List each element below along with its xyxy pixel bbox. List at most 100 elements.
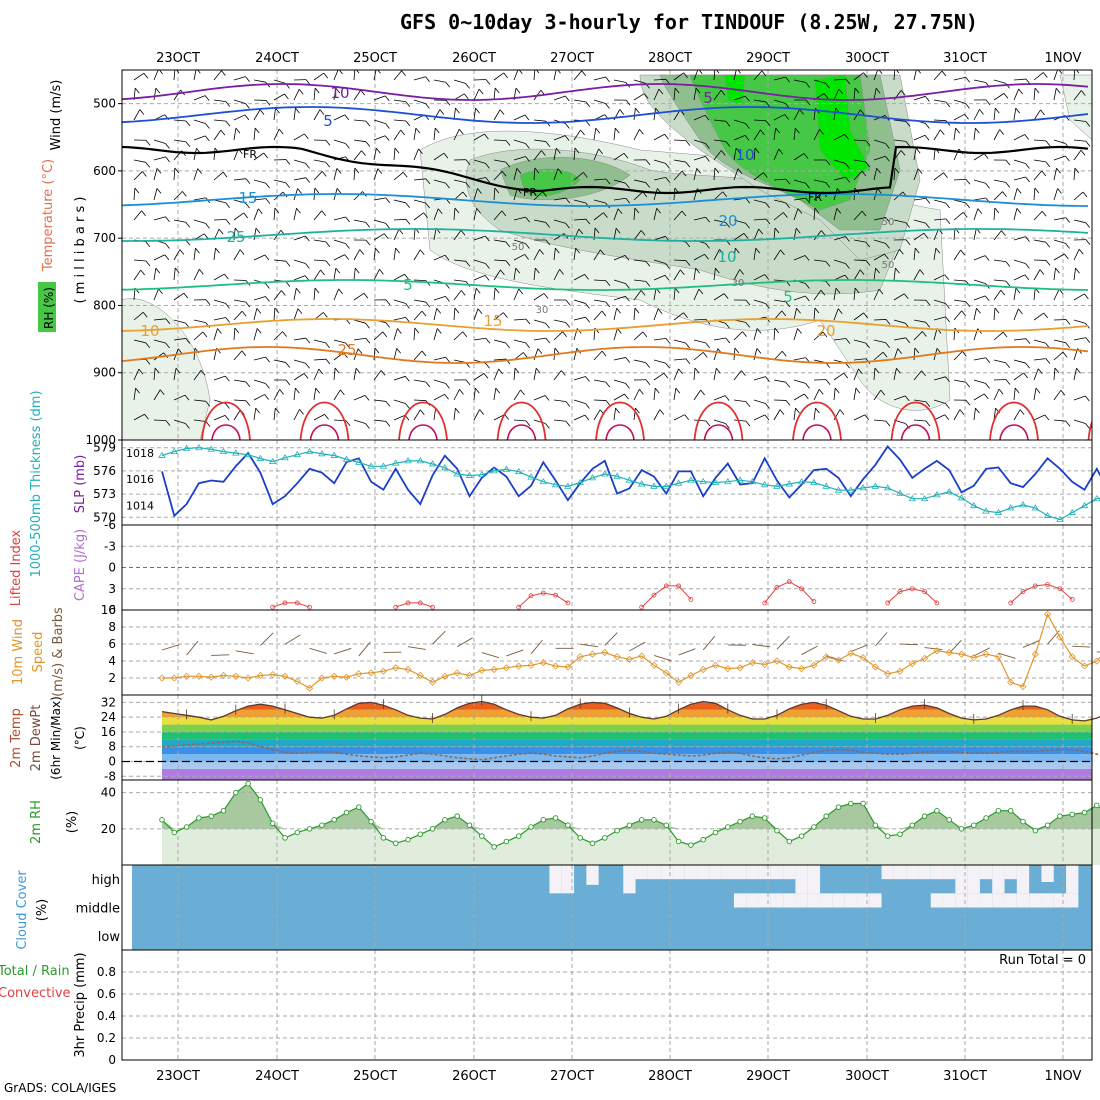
ylabel-slp: SLP (mb)	[73, 455, 88, 514]
wind-barb	[333, 70, 339, 81]
wind-barb	[653, 288, 657, 301]
wind-barb	[233, 199, 246, 204]
wind-barb-flag	[255, 407, 261, 414]
wind10-marker	[158, 674, 166, 682]
wind-barb-flag	[764, 414, 770, 421]
top-date-label: 27OCT	[550, 51, 594, 66]
wind-barb-flag	[285, 379, 291, 386]
wind-barb	[393, 414, 406, 421]
wind-barb-flag	[197, 70, 201, 74]
wind-barb	[473, 108, 476, 121]
contour-label: 5	[323, 112, 333, 130]
wind-barb-flag	[405, 120, 411, 127]
wind-barb-flag	[476, 208, 481, 214]
wind-barb	[793, 393, 805, 401]
wind-barb-flag	[885, 217, 891, 223]
wind-barb	[653, 208, 658, 221]
wind-barb-flag	[195, 247, 200, 254]
wind-barb	[933, 70, 943, 81]
wind-barb	[273, 389, 280, 401]
pressure-tick-label: 800	[93, 298, 116, 312]
wind-barb-flag	[154, 367, 160, 374]
wind-barb-flag	[525, 216, 530, 223]
wind-barb-flag	[681, 210, 687, 217]
wind-barb	[653, 388, 656, 401]
cloud-clear-cell	[930, 893, 944, 908]
wind-barb	[413, 212, 424, 221]
wind-barb-flag	[598, 148, 603, 155]
bottom-date-label: 30OCT	[845, 1069, 889, 1084]
wind-barb-flag	[860, 109, 865, 116]
wind-barb-flag	[535, 367, 541, 374]
wind-barb	[633, 290, 642, 301]
wind-barb-flag	[500, 269, 505, 276]
wind-barb-flag	[305, 79, 311, 85]
wind-barb	[653, 188, 658, 201]
wind-barb	[173, 89, 181, 101]
wind-barb-flag	[499, 109, 505, 115]
wind-barb	[913, 134, 926, 141]
wind-barb	[673, 368, 679, 381]
ylabel-temperature: Temperature (°C)	[41, 159, 56, 272]
wind-barb	[913, 269, 921, 281]
thickness-marker	[834, 486, 843, 493]
wind-barb-flag	[719, 249, 724, 255]
rh2m-marker	[306, 826, 313, 832]
wind-barb-flag	[1056, 168, 1061, 174]
pressure-tick-label: 500	[93, 97, 116, 111]
ylabel-wind10-b: Speed	[31, 632, 46, 673]
wind-barb	[593, 199, 606, 204]
wind-barb	[953, 299, 966, 303]
wind-barb-flag	[144, 413, 149, 420]
wind-barb-flag	[625, 182, 630, 189]
cloud-clear-cell	[647, 865, 661, 880]
wind-barb	[473, 288, 477, 301]
thickness-marker	[268, 457, 277, 465]
slp-tick-label: 1018	[126, 447, 154, 460]
rh2m-marker	[479, 833, 485, 839]
wind-barb	[693, 419, 706, 422]
surface-heat-contour-inner	[802, 424, 832, 440]
wind10-barb	[506, 649, 524, 657]
ylabel-cape: CAPE (J/kg)	[73, 529, 88, 601]
wind-barb-flag	[585, 303, 590, 309]
wind-barb	[1013, 274, 1026, 281]
wind10-marker	[921, 654, 929, 663]
lifted-index-marker	[565, 600, 571, 606]
wind-barb	[953, 409, 961, 421]
wind-barb	[253, 109, 261, 121]
rh2m-marker	[946, 817, 952, 823]
wind-barb	[833, 338, 846, 341]
wind-barb	[753, 248, 757, 261]
wind-barb	[933, 129, 941, 141]
wind-barb	[313, 88, 316, 101]
wind-barb-flag	[460, 230, 466, 236]
wind-barb-flag	[297, 188, 302, 194]
wind-barb-flag	[925, 198, 931, 204]
cloud-clear-cell	[881, 865, 894, 880]
wind-barb	[993, 379, 1007, 381]
surface-heat-contour	[890, 401, 941, 440]
wind-barb-flag	[1045, 260, 1051, 266]
wind-barb	[1073, 149, 1082, 161]
wind10-marker	[207, 673, 215, 681]
wind-barb	[253, 179, 266, 184]
wind10-marker	[1068, 653, 1076, 661]
wind10-barb	[899, 643, 919, 646]
wind-barb	[993, 230, 1002, 241]
wind-barb	[413, 399, 427, 402]
wind-barb	[573, 70, 583, 81]
wind-barb-flag	[880, 389, 886, 396]
wind-barb-flag	[675, 387, 681, 394]
wind-barb-flag	[965, 301, 971, 308]
wind-barb-flag	[616, 308, 621, 314]
wind-barb-flag	[674, 87, 680, 94]
pressure-tick-label: 700	[93, 231, 116, 245]
wind-barb	[873, 339, 886, 344]
cloud-clear-cell	[623, 865, 636, 894]
wind-barb-flag	[485, 337, 491, 344]
wind-barb	[993, 308, 996, 321]
wind-barb	[313, 269, 321, 281]
wind-barb-flag	[965, 77, 971, 83]
rh2m-marker	[823, 813, 829, 819]
